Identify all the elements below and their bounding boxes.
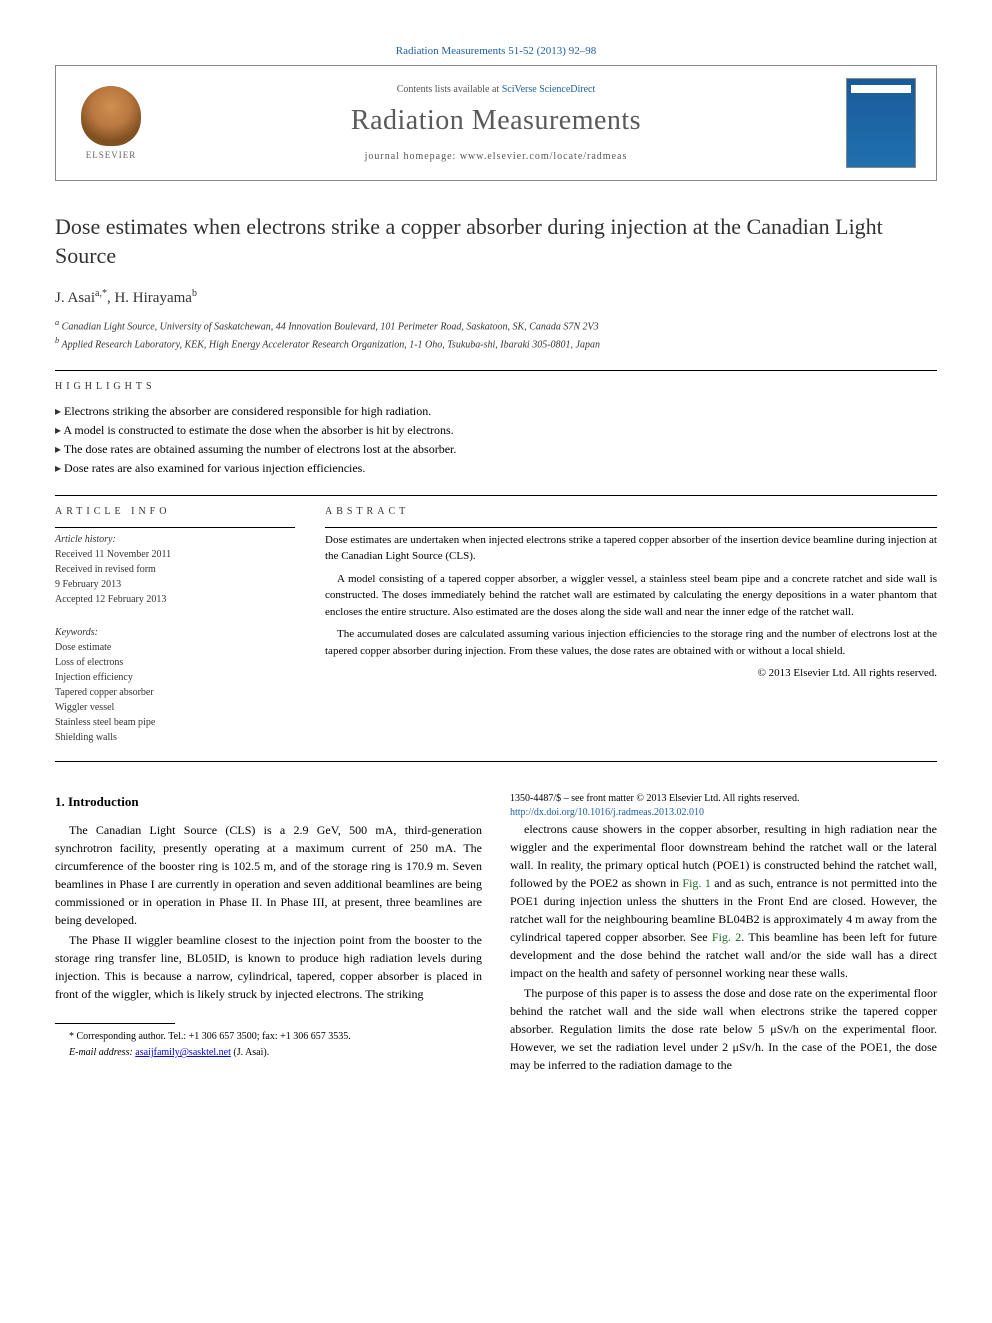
contents-available-line: Contents lists available at SciVerse Sci… (166, 84, 826, 95)
affiliation-a: Canadian Light Source, University of Sas… (62, 322, 599, 333)
figure-ref-link[interactable]: Fig. 2 (712, 930, 741, 944)
body-para: electrons cause showers in the copper ab… (510, 820, 937, 982)
journal-name: Radiation Measurements (166, 105, 826, 137)
keyword: Dose estimate (55, 640, 295, 655)
journal-cover-thumbnail (846, 78, 916, 168)
abstract-label: ABSTRACT (325, 506, 937, 517)
elsevier-tree-icon (81, 86, 141, 146)
body-para: The purpose of this paper is to assess t… (510, 984, 937, 1074)
author-2: H. Hirayama (114, 290, 191, 306)
copyright-line: © 2013 Elsevier Ltd. All rights reserved… (325, 667, 937, 679)
highlights-label: HIGHLIGHTS (55, 381, 937, 392)
doi-link[interactable]: http://dx.doi.org/10.1016/j.radmeas.2013… (510, 807, 704, 818)
keyword: Tapered copper absorber (55, 685, 295, 700)
footnote-separator (55, 1023, 175, 1024)
body-para: The Phase II wiggler beamline closest to… (55, 931, 482, 1003)
homepage-url[interactable]: www.elsevier.com/locate/radmeas (460, 151, 628, 162)
email-suffix: (J. Asai). (233, 1047, 269, 1058)
abstract-para: The accumulated doses are calculated ass… (325, 626, 937, 659)
contents-prefix: Contents lists available at (397, 84, 502, 95)
publisher-name: ELSEVIER (86, 150, 137, 160)
highlight-item: A model is constructed to estimate the d… (55, 421, 937, 440)
divider (325, 527, 937, 528)
abstract-text: Dose estimates are undertaken when injec… (325, 532, 937, 660)
issn-line: 1350-4487/$ – see front matter © 2013 El… (510, 792, 937, 806)
journal-homepage: journal homepage: www.elsevier.com/locat… (166, 151, 826, 162)
author-1: J. Asai (55, 290, 95, 306)
affiliations: a Canadian Light Source, University of S… (55, 317, 937, 352)
affiliation-b: Applied Research Laboratory, KEK, High E… (62, 339, 600, 350)
highlights-list: Electrons striking the absorber are cons… (55, 402, 937, 479)
corresponding-author: * Corresponding author. Tel.: +1 306 657… (55, 1030, 482, 1044)
keywords-label: Keywords: (55, 625, 295, 640)
email-line: E-mail address: asaijfamily@sasktel.net … (55, 1046, 482, 1060)
history-item: 9 February 2013 (55, 577, 295, 592)
history-item: Received in revised form (55, 562, 295, 577)
sciencedirect-link[interactable]: SciVerse ScienceDirect (502, 84, 596, 95)
keyword: Injection efficiency (55, 670, 295, 685)
article-info-label: ARTICLE INFO (55, 506, 295, 517)
publisher-logo: ELSEVIER (76, 83, 146, 163)
divider (55, 495, 937, 496)
highlight-item: Dose rates are also examined for various… (55, 459, 937, 478)
article-title: Dose estimates when electrons strike a c… (55, 213, 937, 270)
footer-block: 1350-4487/$ – see front matter © 2013 El… (510, 792, 937, 820)
abstract-para: A model consisting of a tapered copper a… (325, 571, 937, 621)
divider (55, 527, 295, 528)
highlight-item: The dose rates are obtained assuming the… (55, 440, 937, 459)
author-1-affil: a,* (95, 288, 107, 299)
author-list: J. Asaia,*, H. Hirayamab (55, 288, 937, 307)
highlight-item: Electrons striking the absorber are cons… (55, 402, 937, 421)
keywords-block: Keywords: Dose estimate Loss of electron… (55, 625, 295, 745)
keyword: Shielding walls (55, 730, 295, 745)
keyword: Stainless steel beam pipe (55, 715, 295, 730)
article-history: Article history: Received 11 November 20… (55, 532, 295, 607)
figure-ref-link[interactable]: Fig. 1 (682, 876, 710, 890)
body-text: 1. Introduction The Canadian Light Sourc… (55, 792, 937, 1077)
abstract-para: Dose estimates are undertaken when injec… (325, 532, 937, 565)
journal-reference: Radiation Measurements 51-52 (2013) 92–9… (55, 45, 937, 57)
divider (55, 370, 937, 371)
history-item: Accepted 12 February 2013 (55, 592, 295, 607)
history-label: Article history: (55, 532, 295, 547)
keyword: Wiggler vessel (55, 700, 295, 715)
keyword: Loss of electrons (55, 655, 295, 670)
section-heading: 1. Introduction (55, 792, 482, 812)
history-item: Received 11 November 2011 (55, 547, 295, 562)
journal-header: ELSEVIER Contents lists available at Sci… (55, 65, 937, 181)
email-label: E-mail address: (69, 1047, 133, 1058)
body-para: The Canadian Light Source (CLS) is a 2.9… (55, 821, 482, 929)
author-2-affil: b (192, 288, 197, 299)
divider (55, 761, 937, 762)
homepage-prefix: journal homepage: (365, 151, 460, 162)
email-link[interactable]: asaijfamily@sasktel.net (135, 1047, 231, 1058)
